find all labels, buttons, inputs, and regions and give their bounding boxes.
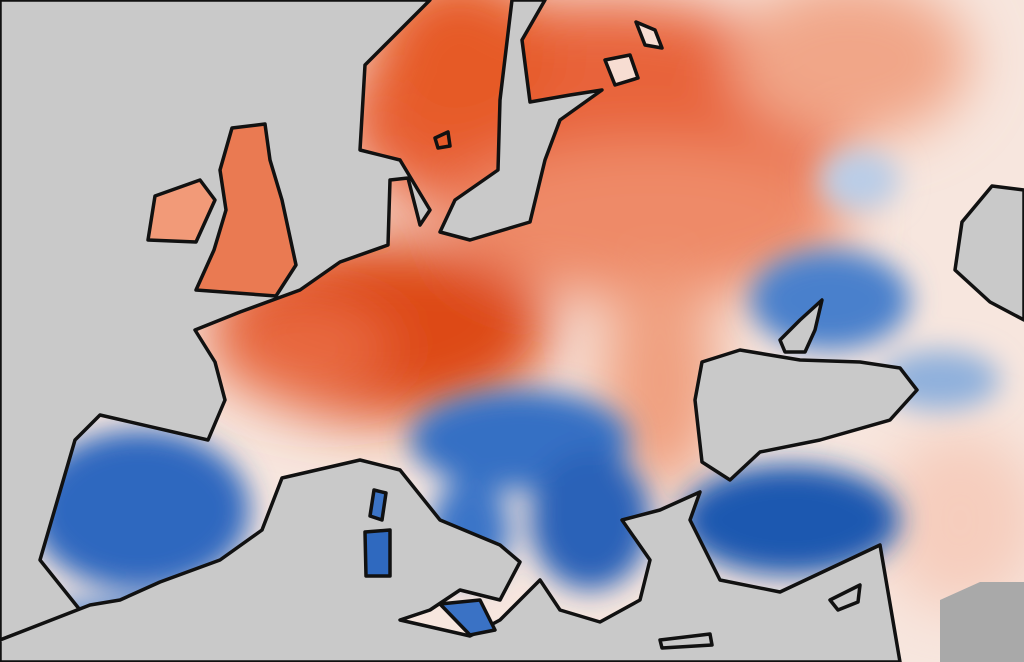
crete: [658, 632, 714, 650]
mediterranean-sea: [0, 458, 902, 662]
gotland: [603, 53, 640, 87]
sicily: [438, 598, 497, 637]
small-island: [433, 130, 452, 150]
baltic-sea: [438, 0, 604, 242]
caspian-sea: [953, 184, 1024, 322]
saaremaa: [634, 20, 664, 50]
cyprus: [828, 583, 862, 612]
no-data-region: [940, 582, 1024, 662]
atlantic-north-sea: [0, 0, 432, 642]
sea-of-azov: [778, 298, 824, 354]
great-britain: [194, 122, 298, 298]
sardinia: [363, 528, 392, 578]
corsica: [368, 488, 388, 522]
ireland: [146, 178, 217, 244]
black-sea: [693, 348, 919, 482]
